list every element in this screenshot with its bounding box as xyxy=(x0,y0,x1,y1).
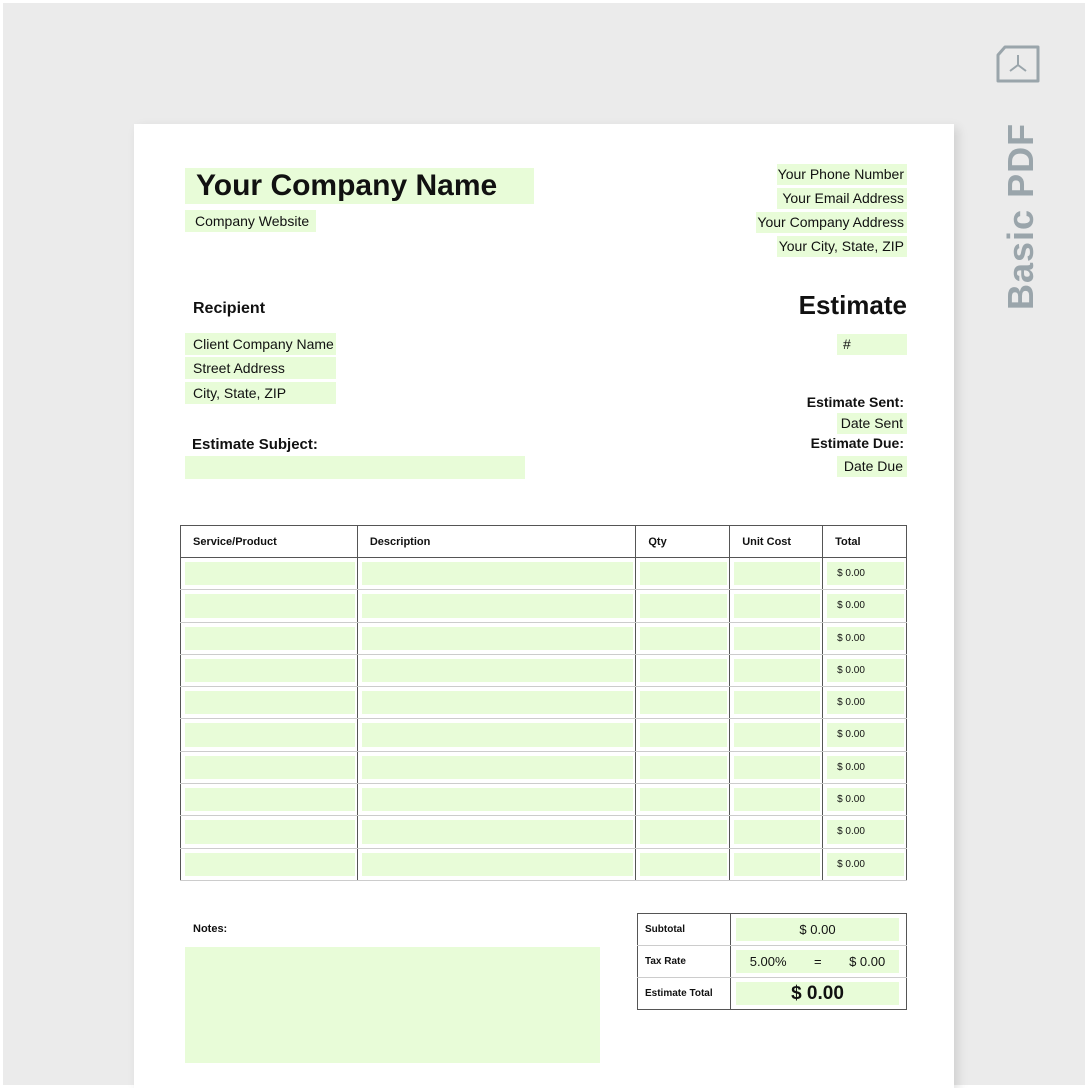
tax-rate[interactable]: 5.00% xyxy=(749,954,787,969)
estimate-document: Your Company Name Company Website Your P… xyxy=(134,124,954,1088)
date-due-field[interactable]: Date Due xyxy=(837,456,907,477)
total-cell: $ 0.00 xyxy=(827,691,904,715)
total-cell: $ 0.00 xyxy=(827,562,904,586)
qty-cell[interactable] xyxy=(640,691,728,715)
unit-cost-cell[interactable] xyxy=(734,755,821,780)
table-row: $ 0.00 xyxy=(180,847,907,881)
brand-label: Basic PDF xyxy=(1000,122,1041,310)
street-address-field[interactable]: Street Address xyxy=(185,357,336,379)
unit-cost-cell[interactable] xyxy=(734,562,821,586)
total-cell: $ 0.00 xyxy=(827,755,904,780)
service-cell[interactable] xyxy=(185,788,355,812)
qty-cell[interactable] xyxy=(640,788,728,812)
client-city-field[interactable]: City, State, ZIP xyxy=(185,382,336,404)
subject-label: Estimate Subject: xyxy=(192,436,318,453)
line-items-table: Service/Product Description Qty Unit Cos… xyxy=(180,525,907,881)
totals-table: Subtotal $ 0.00 Tax Rate 5.00% = $ 0.00 Esti… xyxy=(637,913,907,1010)
tax-amount: $ 0.00 xyxy=(849,954,886,969)
qty-cell[interactable] xyxy=(640,594,728,618)
table-row: $ 0.00 xyxy=(180,621,907,655)
total-cell: $ 0.00 xyxy=(827,723,904,747)
equals-sign: = xyxy=(814,954,822,969)
table-row: $ 0.00 xyxy=(180,815,907,849)
header-qty: Qty xyxy=(635,525,731,558)
description-cell[interactable] xyxy=(361,658,634,683)
service-cell[interactable] xyxy=(185,755,355,780)
table-row: $ 0.00 xyxy=(180,783,907,817)
notes-field[interactable] xyxy=(185,947,600,1063)
unit-cost-cell[interactable] xyxy=(734,691,821,715)
description-cell[interactable] xyxy=(361,562,634,586)
email-field[interactable]: Your Email Address xyxy=(777,188,907,209)
table-row: $ 0.00 xyxy=(180,556,907,591)
date-sent-field[interactable]: Date Sent xyxy=(837,413,907,434)
qty-cell[interactable] xyxy=(640,755,728,780)
total-cell: $ 0.00 xyxy=(827,852,904,876)
description-cell[interactable] xyxy=(361,788,634,812)
description-cell[interactable] xyxy=(361,594,634,618)
subtotal-label: Subtotal xyxy=(637,913,731,946)
table-row: $ 0.00 xyxy=(180,686,907,720)
description-cell[interactable] xyxy=(361,626,634,650)
unit-cost-cell[interactable] xyxy=(734,723,821,747)
qty-cell[interactable] xyxy=(640,820,728,844)
header-unit-cost: Unit Cost xyxy=(729,525,824,558)
description-cell[interactable] xyxy=(361,723,634,747)
tax-label: Tax Rate xyxy=(637,945,731,978)
service-cell[interactable] xyxy=(185,852,355,876)
address-field[interactable]: Your Company Address xyxy=(756,212,907,233)
qty-cell[interactable] xyxy=(640,658,728,683)
company-name-field[interactable]: Your Company Name xyxy=(185,168,534,204)
total-cell: $ 0.00 xyxy=(827,594,904,618)
description-cell[interactable] xyxy=(361,755,634,780)
service-cell[interactable] xyxy=(185,658,355,683)
subject-field[interactable] xyxy=(185,456,525,479)
table-row: $ 0.00 xyxy=(180,718,907,752)
estimate-due-label: Estimate Due: xyxy=(810,435,904,451)
estimate-sent-label: Estimate Sent: xyxy=(806,394,904,410)
service-cell[interactable] xyxy=(185,594,355,618)
notes-label: Notes: xyxy=(193,923,228,935)
service-cell[interactable] xyxy=(185,820,355,844)
unit-cost-cell[interactable] xyxy=(734,852,821,876)
table-row: $ 0.00 xyxy=(180,589,907,623)
subtotal-value[interactable]: $ 0.00 xyxy=(736,918,899,941)
description-cell[interactable] xyxy=(361,691,634,715)
tax-field[interactable]: 5.00% = $ 0.00 xyxy=(736,950,899,973)
description-cell[interactable] xyxy=(361,820,634,844)
unit-cost-cell[interactable] xyxy=(734,658,821,683)
qty-cell[interactable] xyxy=(640,852,728,876)
client-company-field[interactable]: Client Company Name xyxy=(185,333,336,355)
total-value: $ 0.00 xyxy=(736,982,899,1005)
description-cell[interactable] xyxy=(361,852,634,876)
unit-cost-cell[interactable] xyxy=(734,594,821,618)
unit-cost-cell[interactable] xyxy=(734,788,821,812)
recipient-heading: Recipient xyxy=(193,300,266,317)
header-description: Description xyxy=(356,525,637,558)
total-cell: $ 0.00 xyxy=(827,626,904,650)
qty-cell[interactable] xyxy=(640,626,728,650)
phone-field[interactable]: Your Phone Number xyxy=(777,164,907,185)
total-cell: $ 0.00 xyxy=(827,788,904,812)
total-cell: $ 0.00 xyxy=(827,820,904,844)
total-cell: $ 0.00 xyxy=(827,658,904,683)
table-row: $ 0.00 xyxy=(180,653,907,688)
estimate-title: Estimate xyxy=(798,290,907,320)
company-website-field[interactable]: Company Website xyxy=(185,210,316,232)
pdf-file-icon xyxy=(996,45,1040,83)
service-cell[interactable] xyxy=(185,723,355,747)
service-cell[interactable] xyxy=(185,562,355,586)
service-cell[interactable] xyxy=(185,691,355,715)
service-cell[interactable] xyxy=(185,626,355,650)
unit-cost-cell[interactable] xyxy=(734,626,821,650)
table-row: $ 0.00 xyxy=(180,750,907,785)
estimate-number-field[interactable]: # xyxy=(837,334,907,355)
header-service: Service/Product xyxy=(180,525,358,558)
total-label: Estimate Total xyxy=(637,977,731,1010)
qty-cell[interactable] xyxy=(640,723,728,747)
header-total: Total xyxy=(822,525,907,558)
qty-cell[interactable] xyxy=(640,562,728,586)
unit-cost-cell[interactable] xyxy=(734,820,821,844)
city-field[interactable]: Your City, State, ZIP xyxy=(777,236,907,257)
